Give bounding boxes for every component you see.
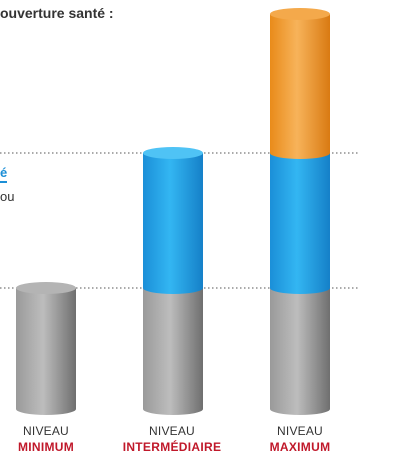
level-label-name: MAXIMUM <box>269 440 331 454</box>
level-label-intermediaire: NIVEAU INTERMÉDIAIRE <box>112 425 232 453</box>
accent-text-fragment: é <box>0 165 8 180</box>
level-label-minimum: NIVEAU MINIMUM <box>0 425 106 453</box>
cylinder-top <box>270 8 330 20</box>
cylinder-intermédiaire <box>143 147 203 415</box>
cylinders-group <box>16 8 330 415</box>
level-label-name: INTERMÉDIAIRE <box>122 440 222 454</box>
level-label-name: MINIMUM <box>17 440 75 454</box>
segment-blue <box>143 153 203 294</box>
cylinder-minimum <box>16 282 76 415</box>
segment-orange <box>270 14 330 159</box>
level-label-maximum: NIVEAU MAXIMUM <box>240 425 360 453</box>
cylinder-top <box>16 282 76 294</box>
cylinder-maximum <box>270 8 330 415</box>
segment-grey <box>143 288 203 415</box>
level-label-prefix: NIVEAU <box>277 424 323 438</box>
level-label-prefix: NIVEAU <box>23 424 69 438</box>
segment-grey <box>16 288 76 415</box>
title-fragment: ouverture santé : <box>0 5 114 21</box>
segment-blue <box>270 153 330 294</box>
body-text-fragment: ou <box>0 189 15 204</box>
level-label-prefix: NIVEAU <box>149 424 195 438</box>
cylinder-top <box>143 147 203 159</box>
segment-grey <box>270 288 330 415</box>
accent-underline <box>0 181 7 183</box>
